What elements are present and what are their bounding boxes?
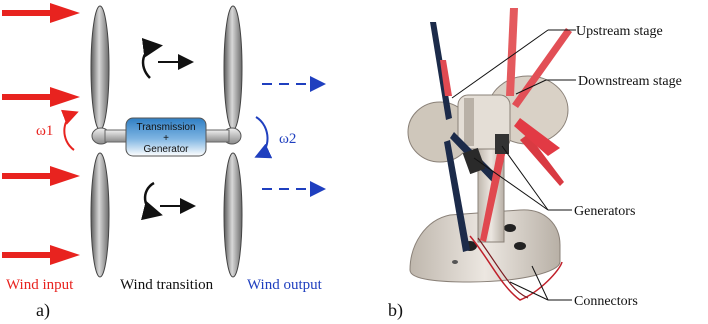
wind-transition-label: Wind transition [120,277,214,293]
generators-callout: Generators [574,204,635,219]
connector-wire [469,235,563,301]
transition-swirl-top [141,37,194,79]
wind-input-label: Wind input [6,277,74,293]
downstream-blade [480,148,506,242]
stand-base [409,209,561,283]
callout-lines [451,29,576,301]
prototype-illustration [407,8,572,301]
upstream-blade [444,140,470,252]
downstream-blade [520,134,564,186]
downstream-blade [506,8,518,96]
omega2-rotation-icon [254,116,273,159]
box-line3: Generator [143,144,189,155]
generator-block [462,147,486,175]
generator-block [495,134,509,154]
downstream-blade-top [223,5,243,131]
downstream-rotor [222,5,243,278]
upstream-blade-top [90,5,110,131]
panel-b-label: b) [388,300,403,321]
downstream-blade [512,28,572,108]
transmission-box [125,117,207,157]
box-line2: + [163,133,169,144]
input-arrow [2,245,80,265]
downstream-stage-callout: Downstream stage [578,74,682,89]
omega1-label: ω1 [36,123,53,139]
wind-output-arrows [262,76,326,197]
panel-a-label: a) [36,300,50,321]
connectors-callout: Connectors [574,294,638,309]
omega1-rotation-icon [60,109,79,151]
wind-input-arrows [2,3,80,265]
input-arrow [2,87,80,107]
wind-output-label: Wind output [247,277,323,293]
omega2-label: ω2 [279,131,296,147]
upstream-blade-bottom [90,152,110,278]
input-arrow [2,166,80,186]
upstream-stage-callout: Upstream stage [576,24,663,39]
connector-wire [477,237,529,299]
upstream-rotor [90,5,111,278]
base-screw [504,224,516,232]
input-arrow [2,3,80,23]
transition-swirl-bottom [141,181,196,221]
downstream-blade-bottom [223,152,243,278]
base-screw [514,242,526,250]
box-line1: Transmission [136,122,195,133]
